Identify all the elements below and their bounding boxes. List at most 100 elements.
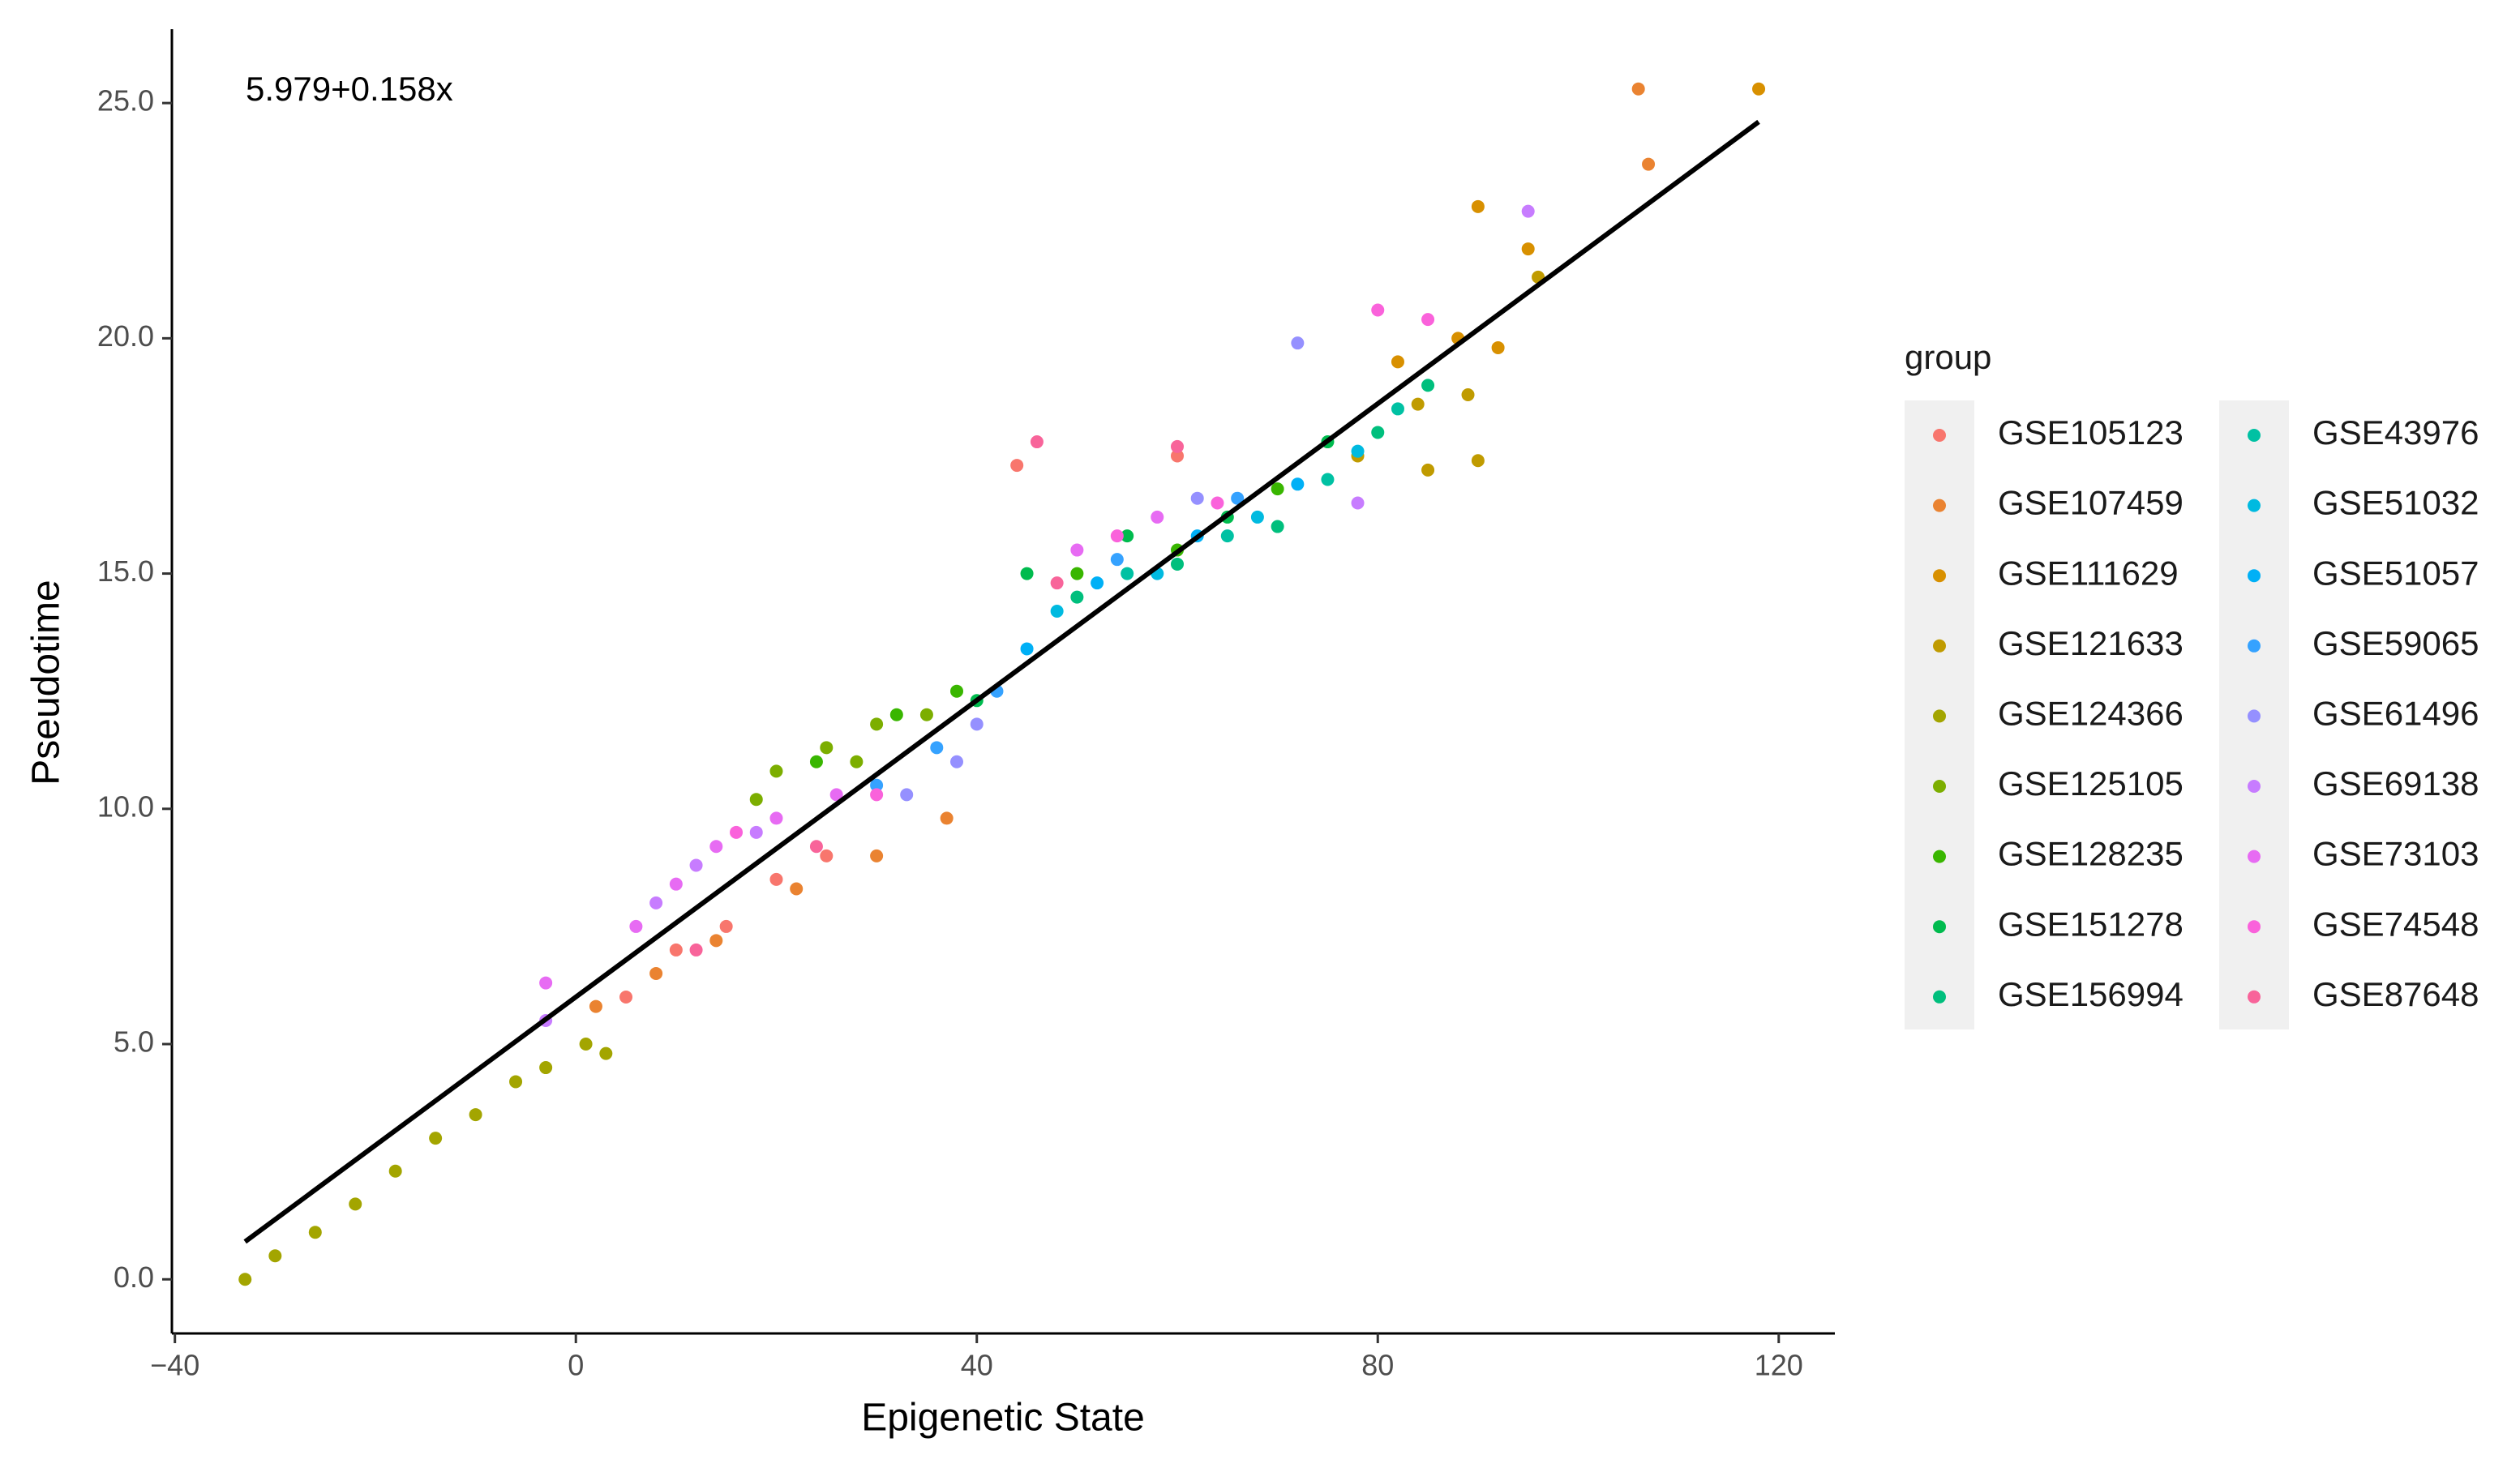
fit-line bbox=[243, 119, 1760, 1244]
point bbox=[1220, 529, 1234, 543]
point bbox=[1421, 313, 1435, 327]
point bbox=[349, 1197, 362, 1211]
y-tick-label: 5.0 bbox=[114, 1025, 154, 1059]
legend-key bbox=[1933, 639, 1946, 653]
point bbox=[809, 840, 823, 854]
legend-label: GSE156994 bbox=[1998, 975, 2184, 1013]
point bbox=[1461, 388, 1475, 402]
point bbox=[1050, 576, 1064, 590]
point bbox=[1020, 567, 1034, 580]
legend-label: GSE59065 bbox=[2312, 624, 2479, 662]
point bbox=[1151, 510, 1164, 524]
point bbox=[1471, 454, 1485, 468]
point bbox=[1030, 435, 1044, 449]
point bbox=[1250, 510, 1264, 524]
point bbox=[669, 943, 683, 957]
point bbox=[1291, 336, 1305, 350]
point bbox=[749, 793, 763, 807]
point bbox=[1471, 199, 1485, 213]
point bbox=[820, 741, 834, 755]
point bbox=[669, 877, 683, 891]
point bbox=[1050, 605, 1064, 618]
point bbox=[1391, 402, 1404, 416]
point bbox=[870, 778, 884, 792]
legend-key bbox=[2248, 499, 2261, 512]
point bbox=[1110, 529, 1124, 543]
x-axis-title: Epigenetic State bbox=[861, 1397, 1145, 1440]
point bbox=[1190, 491, 1204, 505]
point bbox=[1010, 459, 1024, 473]
legend-key bbox=[1933, 499, 1946, 512]
legend-key bbox=[2248, 429, 2261, 442]
x-tick-label: 0 bbox=[568, 1349, 584, 1382]
legend-label: GSE105123 bbox=[1998, 413, 2184, 452]
legend-label: GSE69138 bbox=[2312, 764, 2479, 802]
point bbox=[820, 849, 834, 862]
point bbox=[850, 755, 864, 768]
legend-key bbox=[1933, 780, 1946, 793]
point bbox=[388, 1164, 402, 1178]
point bbox=[649, 966, 663, 980]
point bbox=[769, 811, 783, 825]
legend-key bbox=[2248, 920, 2261, 934]
point bbox=[1231, 491, 1245, 505]
point bbox=[1421, 463, 1435, 477]
legend-key bbox=[1933, 709, 1946, 723]
legend-label: GSE61496 bbox=[2312, 694, 2479, 732]
point bbox=[870, 849, 884, 862]
point bbox=[539, 1061, 553, 1075]
point bbox=[900, 788, 914, 802]
legend-key bbox=[2248, 990, 2261, 1004]
point bbox=[809, 755, 823, 768]
legend-label: GSE125105 bbox=[1998, 764, 2184, 802]
point bbox=[1070, 567, 1084, 580]
legend-label: GSE121633 bbox=[1998, 624, 2184, 662]
x-tick-label: 80 bbox=[1361, 1349, 1394, 1382]
legend-label: GSE124366 bbox=[1998, 694, 2184, 732]
y-axis-title: Pseudotime bbox=[25, 580, 68, 785]
point bbox=[950, 755, 964, 768]
y-tick-label: 15.0 bbox=[97, 554, 154, 588]
point bbox=[238, 1273, 252, 1286]
point bbox=[1521, 242, 1535, 256]
legend-label: GSE43976 bbox=[2312, 413, 2479, 452]
point bbox=[629, 919, 643, 933]
point bbox=[649, 896, 663, 909]
point bbox=[709, 840, 723, 854]
point bbox=[579, 1038, 593, 1051]
point bbox=[1070, 543, 1084, 557]
y-tick-label: 20.0 bbox=[97, 319, 154, 353]
point bbox=[469, 1108, 482, 1122]
legend-key bbox=[1933, 569, 1946, 583]
legend-key bbox=[1933, 850, 1946, 863]
legend-key bbox=[1933, 990, 1946, 1004]
y-tick-label: 25.0 bbox=[97, 84, 154, 118]
legend-label: GSE128235 bbox=[1998, 835, 2184, 873]
point bbox=[870, 717, 884, 731]
point bbox=[689, 943, 703, 957]
point bbox=[1211, 496, 1224, 510]
point bbox=[1371, 426, 1385, 439]
point bbox=[1121, 529, 1134, 543]
point bbox=[1170, 449, 1184, 463]
point bbox=[730, 825, 744, 839]
point bbox=[940, 811, 954, 825]
point bbox=[1351, 444, 1365, 458]
point bbox=[1170, 439, 1184, 453]
point bbox=[1421, 379, 1435, 392]
legend-label: GSE73103 bbox=[2312, 835, 2479, 873]
point bbox=[1121, 567, 1134, 580]
point bbox=[1070, 590, 1084, 604]
legend-key bbox=[2248, 850, 2261, 863]
point bbox=[769, 764, 783, 778]
point bbox=[1351, 496, 1365, 510]
legend-label: GSE111629 bbox=[1998, 554, 2179, 592]
point bbox=[1642, 157, 1656, 171]
legend-label: GSE87648 bbox=[2312, 975, 2479, 1013]
point bbox=[749, 825, 763, 839]
point bbox=[1271, 520, 1284, 533]
fit-annotation: 5.979+0.158x bbox=[246, 70, 453, 108]
point bbox=[769, 872, 783, 886]
legend-key bbox=[1933, 429, 1946, 442]
